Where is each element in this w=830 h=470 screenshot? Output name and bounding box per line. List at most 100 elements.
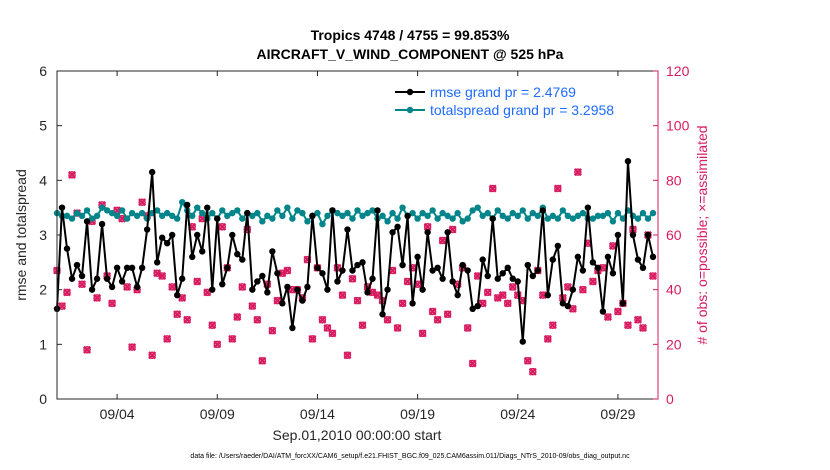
rmse-point xyxy=(454,291,461,299)
obs-possible-marker xyxy=(148,351,156,360)
rmse-point xyxy=(329,207,336,214)
rmse-point xyxy=(324,286,331,293)
rmse-point xyxy=(364,289,371,296)
x-tick-label: 09/04 xyxy=(100,406,135,422)
obs-assimilated-marker xyxy=(358,321,367,330)
spread-series xyxy=(53,199,657,228)
obs-possible-marker xyxy=(383,315,392,324)
obs-possible-marker xyxy=(138,198,146,206)
obs-assimilated-marker xyxy=(238,282,247,291)
rmse-point xyxy=(444,229,451,236)
obs-possible-marker xyxy=(343,351,352,360)
obs-possible-marker xyxy=(639,324,647,332)
spread-point xyxy=(364,209,371,217)
rmse-point xyxy=(214,215,221,222)
obs-assimilated-marker xyxy=(328,329,337,338)
spread-point xyxy=(594,212,602,220)
rmse-point xyxy=(474,302,481,310)
obs-possible-marker xyxy=(468,359,477,368)
obs-assimilated-marker xyxy=(148,351,157,360)
obs-assimilated-marker xyxy=(268,326,277,335)
obs-assimilated-marker xyxy=(253,315,262,324)
rmse-point xyxy=(229,231,236,239)
spread-point xyxy=(444,212,451,220)
obs-possible-marker xyxy=(504,299,512,308)
y-left-tick-label: 2 xyxy=(39,282,47,298)
obs-possible-marker xyxy=(488,184,497,193)
obs-assimilated-marker xyxy=(168,282,177,291)
rmse-point xyxy=(449,278,456,285)
obs-assimilated-marker xyxy=(608,241,617,250)
obs-assimilated-marker xyxy=(208,321,217,330)
y-right-tick-label: 0 xyxy=(666,391,674,407)
spread-point xyxy=(544,215,552,222)
y-left-tick-label: 3 xyxy=(39,227,47,243)
rmse-point xyxy=(369,275,376,282)
axes: 09/04 09/09 09/14 09/19 09/24 09/290123456020… xyxy=(39,63,689,422)
y-right-tick-label: 20 xyxy=(666,336,682,352)
rmse-point xyxy=(174,291,181,299)
spread-point xyxy=(614,209,622,217)
spread-point xyxy=(409,209,416,217)
rmse-point xyxy=(644,231,652,239)
rmse-point xyxy=(439,275,446,282)
spread-point xyxy=(174,215,181,222)
rmse-point xyxy=(394,223,401,230)
rmse-point xyxy=(294,286,301,293)
obs-possible-marker xyxy=(524,356,532,365)
rmse-point xyxy=(384,286,391,293)
spread-point xyxy=(179,199,186,206)
obs-possible-marker xyxy=(63,288,71,297)
obs-possible-marker xyxy=(544,335,552,343)
legend-spread-label: totalspread grand pr = 3.2958 xyxy=(430,102,614,118)
obs-assimilated-marker xyxy=(623,321,632,330)
spread-point xyxy=(289,215,296,222)
spread-point xyxy=(339,212,346,220)
rmse-point xyxy=(209,286,216,293)
spread-point xyxy=(304,218,311,225)
obs-assimilated-marker xyxy=(498,291,507,300)
rmse-point xyxy=(579,267,587,274)
rmse-point xyxy=(399,261,406,269)
spread-point xyxy=(108,209,116,217)
rmse-point xyxy=(138,264,146,271)
obs-assimilated-marker xyxy=(348,274,357,283)
rmse-point xyxy=(88,286,96,293)
spread-point xyxy=(479,212,486,220)
obs-possible-marker xyxy=(303,255,312,264)
spread-point xyxy=(279,212,286,220)
rmse-point xyxy=(284,283,291,291)
obs-assimilated-marker xyxy=(123,282,132,291)
obs-possible-marker xyxy=(123,283,131,291)
obs-assimilated-marker xyxy=(308,334,317,343)
obs-assimilated-marker xyxy=(649,272,657,280)
obs-assimilated-marker xyxy=(538,291,547,300)
spread-point xyxy=(133,212,141,220)
rmse-point xyxy=(163,240,171,247)
rmse-point xyxy=(629,231,637,239)
rmse-point xyxy=(204,204,211,211)
spread-point xyxy=(314,209,321,217)
y-left-tick-label: 5 xyxy=(39,118,47,134)
y-right-tick-label: 100 xyxy=(666,118,690,134)
x-tick-label: 09/14 xyxy=(300,406,335,422)
spread-point xyxy=(153,207,161,214)
footer-data-file: data file: /Users/raeder/DAI/ATM_forcXX/… xyxy=(190,453,630,460)
obs-possible-marker xyxy=(579,285,587,294)
rmse-point xyxy=(409,300,416,307)
spread-point xyxy=(239,215,246,222)
obs-assimilated-marker xyxy=(173,310,182,319)
obs-possible-marker xyxy=(634,315,642,324)
obs-assimilated-marker xyxy=(543,334,552,343)
spread-point xyxy=(454,209,461,217)
rmse-point xyxy=(199,248,206,255)
spread-point xyxy=(158,212,166,220)
rmse-point xyxy=(649,253,657,261)
rmse-point xyxy=(614,231,622,239)
spread-point xyxy=(609,218,617,225)
rmse-point xyxy=(264,289,271,296)
y-right-tick-label: 80 xyxy=(666,172,682,188)
spread-point xyxy=(63,212,71,220)
rmse-point xyxy=(424,229,431,236)
spread-point xyxy=(319,220,326,228)
